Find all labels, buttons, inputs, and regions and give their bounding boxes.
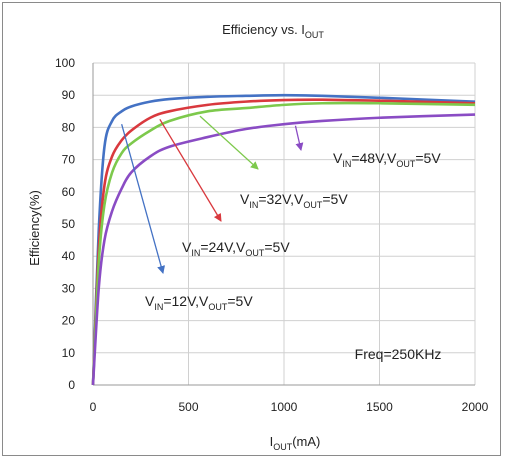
x-axis-ticks: 0 500 1000 1500 2000	[90, 400, 489, 414]
gridlines	[92, 62, 476, 386]
x-tick-label: 0	[90, 400, 97, 414]
y-axis-label: Efficiency(%)	[27, 190, 42, 266]
x-tick-label: 2000	[462, 400, 489, 414]
chart-title: Efficiency vs. IOUT	[222, 22, 324, 40]
y-tick-label: 90	[62, 88, 76, 102]
y-tick-label: 100	[55, 56, 75, 70]
y-tick-label: 10	[62, 346, 76, 360]
efficiency-chart: Efficiency vs. IOUT 01020304050607080901…	[27, 22, 489, 452]
x-tick-label: 500	[178, 400, 198, 414]
y-tick-label: 40	[62, 249, 76, 263]
chart-figure: Efficiency vs. IOUT 0 10 20 30 40 50 60 70 80 90 1…	[2, 2, 501, 456]
y-tick-label: 50	[62, 217, 76, 231]
annotation-label-part: IN	[154, 302, 163, 312]
annotation-label-part: OUT	[245, 248, 265, 258]
annotation-label-part: OUT	[208, 302, 228, 312]
y-tick-label: 70	[62, 153, 76, 167]
annotation-label: VIN=12V,VOUT=5V	[145, 293, 253, 312]
y-tick-label: 80	[62, 120, 76, 134]
chart-title-sub: OUT	[305, 30, 325, 40]
annotation-label-part: V	[145, 293, 155, 309]
annotation-label-part: V	[333, 150, 343, 166]
y-tick-label: 0	[68, 378, 75, 392]
annotation-arrows	[121, 115, 304, 274]
series-lines	[91, 93, 476, 386]
annotation-label-part: V	[240, 191, 250, 207]
annotation-label-part: V	[182, 239, 192, 255]
x-tick-label: 1500	[366, 400, 393, 414]
annotation-label-part: OUT	[396, 159, 416, 169]
annotation-label-part: IN	[249, 200, 258, 210]
y-axis-ticks: 0 10 20 30 40 50 60 70 80 90 100	[55, 56, 75, 392]
y-tick-label: 60	[62, 185, 76, 199]
annotation-label: VIN=32V,VOUT=5V	[240, 191, 348, 210]
annotation-label-part: =48V,V	[351, 150, 397, 166]
annotation-label-part: =32V,V	[258, 191, 304, 207]
annotation-label-part: =5V	[227, 293, 253, 309]
annotation-label-part: =24V,V	[200, 239, 246, 255]
annotation-arrow	[121, 124, 165, 274]
annotation-label-part: OUT	[303, 200, 323, 210]
annotations: VIN=48V,VOUT=5VVIN=32V,VOUT=5VVIN=24V,VO…	[145, 150, 441, 312]
annotation-label-part: =12V,V	[163, 293, 209, 309]
x-axis-label: IOUT(mA)	[270, 434, 321, 452]
x-axis-label-tail: (mA)	[292, 434, 320, 449]
annotation-arrow	[159, 119, 222, 222]
annotation-label-part: =5V	[415, 150, 441, 166]
x-axis-label-main: I	[270, 434, 274, 449]
annotation-label-part: IN	[191, 248, 200, 258]
series-line-32v	[91, 101, 476, 386]
series-line-12v	[91, 93, 476, 386]
chart-title-main: Efficiency vs. I	[222, 22, 305, 37]
annotation-arrow	[294, 125, 304, 151]
annotation-label-part: =5V	[264, 239, 290, 255]
y-tick-label: 30	[62, 281, 76, 295]
series-line-48v	[91, 113, 476, 386]
annotation-label: VIN=24V,VOUT=5V	[182, 239, 290, 258]
x-axis-label-sub: OUT	[273, 442, 293, 452]
x-tick-label: 1000	[271, 400, 298, 414]
freq-note: Freq=250KHz	[355, 346, 442, 362]
series-line-24v	[91, 98, 476, 386]
annotation-label: VIN=48V,VOUT=5V	[333, 150, 441, 169]
annotation-label-part: =5V	[322, 191, 348, 207]
annotation-label-part: IN	[342, 159, 351, 169]
y-tick-label: 20	[62, 314, 76, 328]
annotation-arrow	[199, 115, 259, 170]
